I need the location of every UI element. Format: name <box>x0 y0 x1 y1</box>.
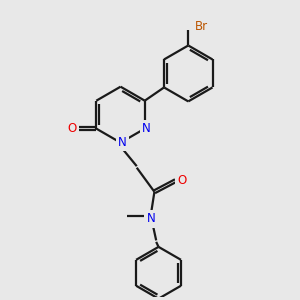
Text: O: O <box>177 173 186 187</box>
Text: N: N <box>118 136 126 149</box>
Text: N: N <box>142 122 151 135</box>
Text: O: O <box>67 122 76 135</box>
Text: N: N <box>146 212 155 225</box>
Text: Br: Br <box>195 20 208 33</box>
